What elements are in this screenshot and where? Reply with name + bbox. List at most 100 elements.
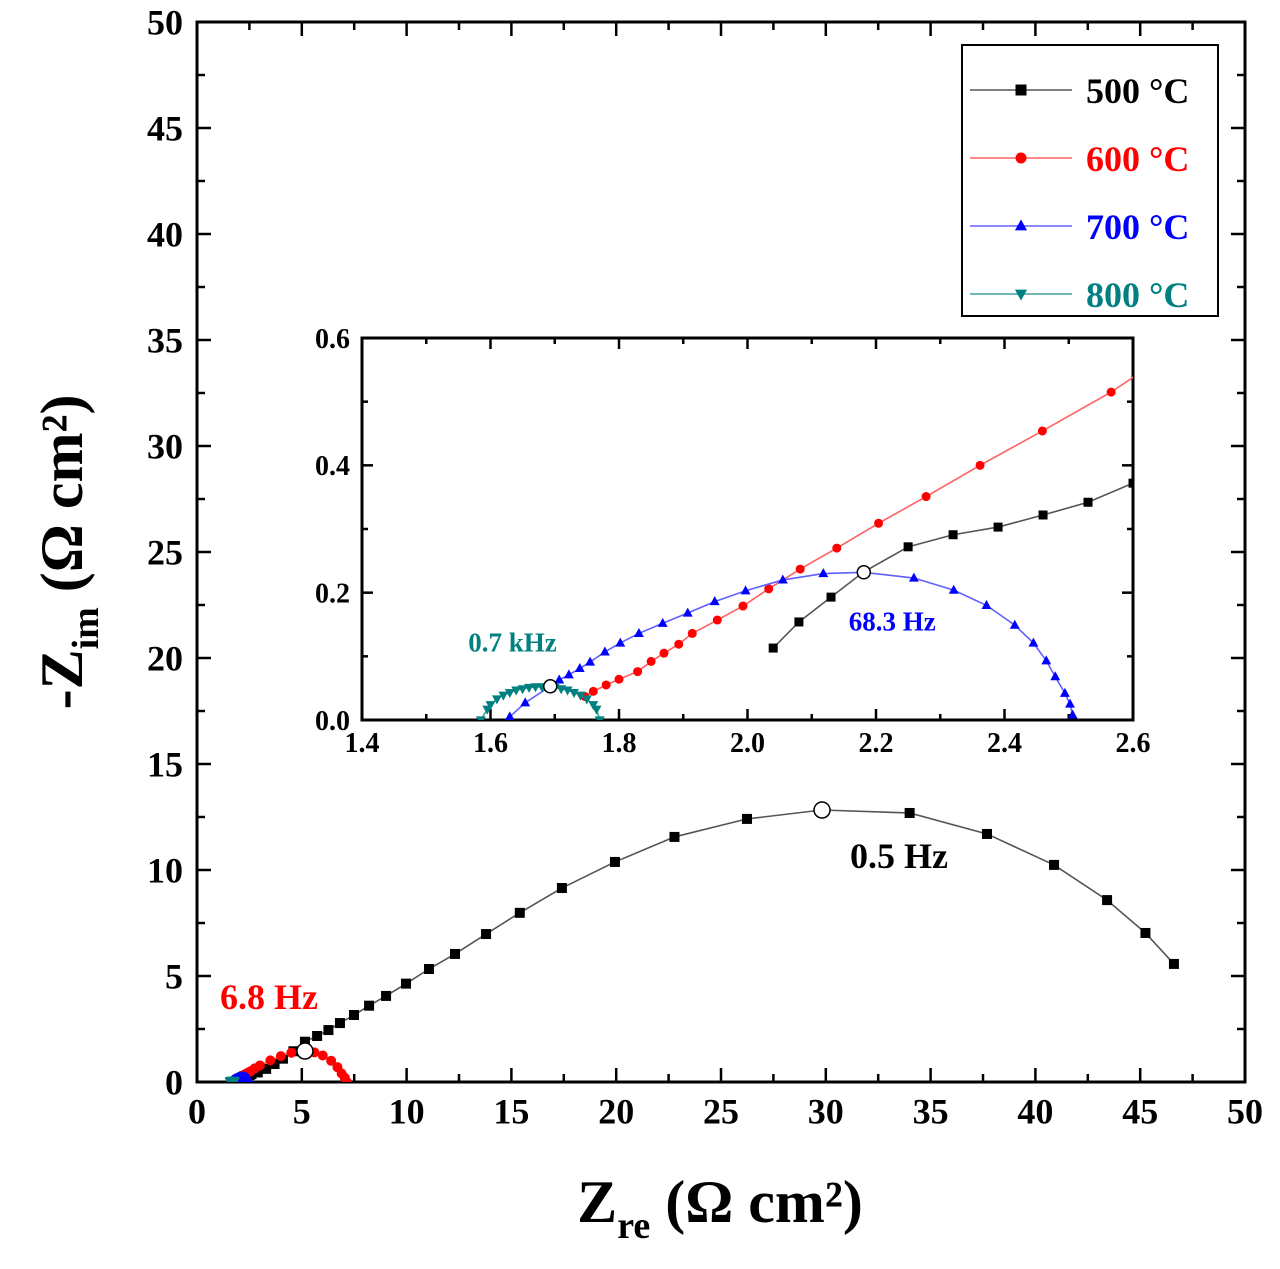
- data-point: [1140, 927, 1151, 938]
- main-y-tick-label: 15: [147, 745, 183, 785]
- main-x-tick-label: 25: [703, 1091, 739, 1131]
- data-point: [299, 1036, 310, 1047]
- data-point: [588, 686, 598, 696]
- main-y-tick-label: 30: [147, 427, 183, 467]
- data-point: [1067, 709, 1078, 719]
- data-point: [481, 929, 492, 940]
- data-point: [740, 585, 751, 595]
- main-x-tick-label: 30: [808, 1091, 844, 1131]
- data-point: [261, 1063, 272, 1074]
- data-point: [874, 518, 884, 528]
- main-y-tick-label: 0: [165, 1063, 183, 1103]
- data-point: [1037, 426, 1047, 436]
- data-point: [334, 1018, 345, 1029]
- series-0: [768, 478, 1133, 653]
- data-point: [498, 691, 509, 701]
- series-1: [580, 308, 1234, 701]
- data-point: [948, 530, 958, 540]
- main-y-tick-label: 40: [147, 215, 183, 255]
- frequency-marker: [543, 679, 558, 694]
- data-point: [585, 656, 596, 666]
- main-y-tick-label: 10: [147, 851, 183, 891]
- data-point: [524, 683, 534, 693]
- data-point: [674, 639, 684, 649]
- data-point: [908, 572, 919, 582]
- data-point: [323, 1025, 334, 1036]
- inset-x-tick-label: 2.6: [1116, 728, 1151, 759]
- legend-marker: [1014, 219, 1028, 231]
- inset-x-tick-label: 2.4: [987, 728, 1022, 759]
- data-point: [633, 628, 644, 638]
- legend-label: 600 °C: [1086, 139, 1189, 179]
- data-point: [517, 685, 528, 695]
- data-point: [826, 592, 836, 602]
- data-point: [818, 568, 829, 578]
- data-point: [574, 663, 585, 673]
- main-x-tick-label: 5: [293, 1091, 311, 1131]
- frequency-marker: [856, 565, 872, 580]
- main-y-tick-label: 35: [147, 321, 183, 361]
- data-point: [1050, 671, 1061, 681]
- data-point: [646, 656, 656, 666]
- data-point: [741, 813, 752, 824]
- inset-x-tick-label: 2.0: [730, 728, 765, 759]
- data-point: [738, 601, 748, 611]
- data-point: [504, 689, 515, 699]
- inset-frame: [360, 336, 1135, 722]
- data-point: [341, 1077, 352, 1082]
- data-point: [764, 584, 774, 594]
- data-point: [563, 669, 574, 679]
- data-point: [981, 828, 992, 839]
- data-point: [599, 646, 610, 656]
- main-y-tick-label: 25: [147, 533, 183, 573]
- data-point: [1049, 859, 1060, 870]
- data-point: [591, 705, 602, 715]
- data-point: [615, 637, 626, 647]
- data-point: [993, 522, 1003, 532]
- data-point: [768, 643, 778, 653]
- data-point: [981, 600, 992, 609]
- data-point: [1041, 655, 1052, 665]
- data-point: [1009, 619, 1020, 629]
- legend: 500 °C 600 °C 700 °C 800 °C: [961, 44, 1219, 317]
- data-point: [400, 978, 411, 989]
- inset-plot-area: [475, 308, 1234, 720]
- legend-label: 700 °C: [1086, 207, 1189, 247]
- data-point: [709, 596, 720, 606]
- data-point: [475, 716, 486, 720]
- data-point: [1106, 387, 1116, 397]
- inset-y-tick-label: 0.6: [315, 324, 350, 355]
- data-point: [1225, 308, 1234, 317]
- data-point: [1128, 478, 1133, 488]
- main-x-tick-label: 15: [493, 1091, 529, 1131]
- data-point: [326, 1055, 337, 1066]
- y-axis-label: -Zim (Ω cm²): [29, 395, 107, 710]
- main-x-tick-label: 40: [1017, 1091, 1053, 1131]
- data-point: [286, 1047, 297, 1058]
- data-point: [485, 701, 496, 711]
- data-point: [832, 543, 842, 553]
- data-point: [364, 1000, 375, 1011]
- data-point: [312, 1030, 323, 1041]
- data-point: [269, 1058, 280, 1069]
- data-point: [601, 680, 611, 690]
- data-point: [609, 856, 620, 867]
- data-point: [794, 617, 804, 627]
- data-point: [594, 716, 605, 720]
- data-point: [554, 674, 565, 684]
- data-point: [317, 1050, 328, 1061]
- data-point: [1065, 698, 1075, 708]
- data-point: [505, 711, 515, 720]
- data-point: [511, 686, 522, 696]
- data-point: [795, 564, 805, 574]
- inset-y-tick-label: 0.2: [315, 578, 350, 609]
- data-point: [520, 697, 531, 707]
- inset-y-tick-label: 0.4: [315, 451, 350, 482]
- data-point: [562, 686, 573, 696]
- data-point: [348, 1010, 359, 1021]
- inset-x-tick-label: 1.8: [602, 728, 637, 759]
- data-point: [450, 948, 461, 959]
- data-point: [659, 648, 669, 658]
- data-point: [903, 542, 913, 552]
